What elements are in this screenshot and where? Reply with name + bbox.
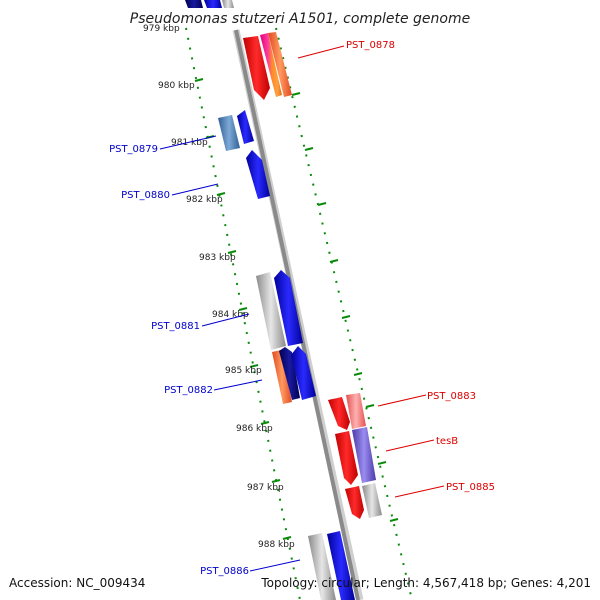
gene-pst-0881-gray[interactable] bbox=[256, 272, 286, 350]
tick-label-981: 981 kbp bbox=[171, 138, 208, 148]
gene-label-pst-0882[interactable]: PST_0882 bbox=[164, 385, 213, 396]
gene-label-pst-0881[interactable]: PST_0881 bbox=[151, 321, 200, 332]
gene-pst-0879-steel[interactable] bbox=[218, 115, 240, 151]
tick-label-987: 987 kbp bbox=[247, 483, 284, 493]
left-dotted-guide bbox=[185, 27, 301, 600]
leader-pst-0883 bbox=[377, 394, 427, 407]
ruler-tick bbox=[317, 202, 327, 206]
ruler-tick bbox=[216, 192, 226, 196]
gene-label-pst-0886[interactable]: PST_0886 bbox=[200, 566, 249, 577]
ruler-labels: 979 kbp 980 kbp 981 kbp 982 kbp 983 kbp … bbox=[143, 24, 295, 550]
gene-top-reverse-3[interactable] bbox=[222, 0, 234, 8]
gene-pst-0882-navy[interactable] bbox=[279, 347, 300, 400]
tick-label-980: 980 kbp bbox=[158, 81, 195, 91]
ruler-tick bbox=[227, 250, 237, 254]
leader-pst-0882 bbox=[213, 379, 263, 391]
gene-tesb-purple[interactable] bbox=[352, 427, 376, 483]
leader-pst-0885 bbox=[394, 485, 445, 498]
gene-pst-0885-red[interactable] bbox=[345, 486, 364, 519]
ruler-tick bbox=[291, 92, 301, 96]
leader-pst-0879 bbox=[159, 135, 217, 150]
gene-pst-0879-blue[interactable] bbox=[237, 110, 254, 144]
gene-label-pst-0885[interactable]: PST_0885 bbox=[446, 482, 495, 493]
gene-pst-0886-gray[interactable] bbox=[308, 533, 336, 600]
gene-pst-0880[interactable] bbox=[246, 150, 270, 199]
tick-label-983: 983 kbp bbox=[199, 253, 236, 263]
gene-pst-0886-blue[interactable] bbox=[327, 531, 355, 600]
ruler-tick bbox=[329, 259, 339, 263]
gene-pst-0878-red[interactable] bbox=[243, 36, 270, 100]
tick-label-979: 979 kbp bbox=[143, 24, 180, 34]
leader-pst-0886 bbox=[249, 559, 301, 572]
ruler-tick bbox=[271, 479, 281, 483]
topology-text: Topology: circular; Length: 4,567,418 bp… bbox=[261, 576, 591, 590]
ruler-tick bbox=[353, 372, 363, 376]
gene-label-pst-0883[interactable]: PST_0883 bbox=[427, 391, 476, 402]
gene-pst-0881-blue[interactable] bbox=[274, 270, 303, 346]
gene-top-reverse-1[interactable] bbox=[185, 0, 203, 8]
tick-label-982: 982 kbp bbox=[186, 195, 223, 205]
gene-label-pst-0878[interactable]: PST_0878 bbox=[346, 40, 395, 51]
ruler-tick bbox=[377, 461, 387, 465]
leader-pst-0881 bbox=[201, 313, 250, 327]
ruler-tick bbox=[304, 147, 314, 151]
gene-pst-0883-red[interactable] bbox=[328, 397, 350, 430]
ruler-tick bbox=[365, 404, 375, 408]
ruler-tick bbox=[389, 518, 399, 522]
leader-tesb bbox=[385, 439, 435, 452]
gene-pst-0882-orange[interactable] bbox=[272, 350, 292, 404]
ruler-tick bbox=[194, 78, 204, 82]
leader-pst-0880 bbox=[171, 183, 219, 196]
gene-label-pst-0880[interactable]: PST_0880 bbox=[121, 190, 170, 201]
tick-label-986: 986 kbp bbox=[236, 424, 273, 434]
ruler-tick bbox=[282, 536, 292, 540]
ruler-tick bbox=[249, 364, 259, 368]
accession-text: Accession: NC_009434 bbox=[9, 576, 146, 590]
ruler-tick bbox=[238, 307, 248, 311]
gene-pst-0878-orange[interactable] bbox=[268, 32, 292, 97]
tick-label-985: 985 kbp bbox=[225, 366, 262, 376]
ruler-ticks-right bbox=[291, 92, 399, 522]
gene-pst-0885-gray[interactable] bbox=[362, 483, 382, 518]
map-title: Pseudomonas stutzeri A1501, complete gen… bbox=[130, 11, 470, 27]
gene-label-tesb[interactable]: tesB bbox=[436, 436, 458, 447]
tick-label-984: 984 kbp bbox=[212, 310, 249, 320]
ruler-ticks bbox=[194, 78, 292, 540]
gene-label-pst-0879[interactable]: PST_0879 bbox=[109, 144, 158, 155]
gene-top-reverse-2[interactable] bbox=[204, 0, 222, 8]
leader-pst-0878 bbox=[297, 45, 345, 59]
ruler-tick bbox=[341, 315, 351, 319]
gene-pst-0883-salmon[interactable] bbox=[346, 393, 366, 429]
gene-tesb-red[interactable] bbox=[335, 431, 358, 485]
gene-pst-0882-blue[interactable] bbox=[291, 346, 316, 400]
tick-label-988: 988 kbp bbox=[258, 540, 295, 550]
gene-pst-0878-magenta[interactable] bbox=[260, 33, 282, 97]
ruler-tick bbox=[260, 421, 270, 425]
